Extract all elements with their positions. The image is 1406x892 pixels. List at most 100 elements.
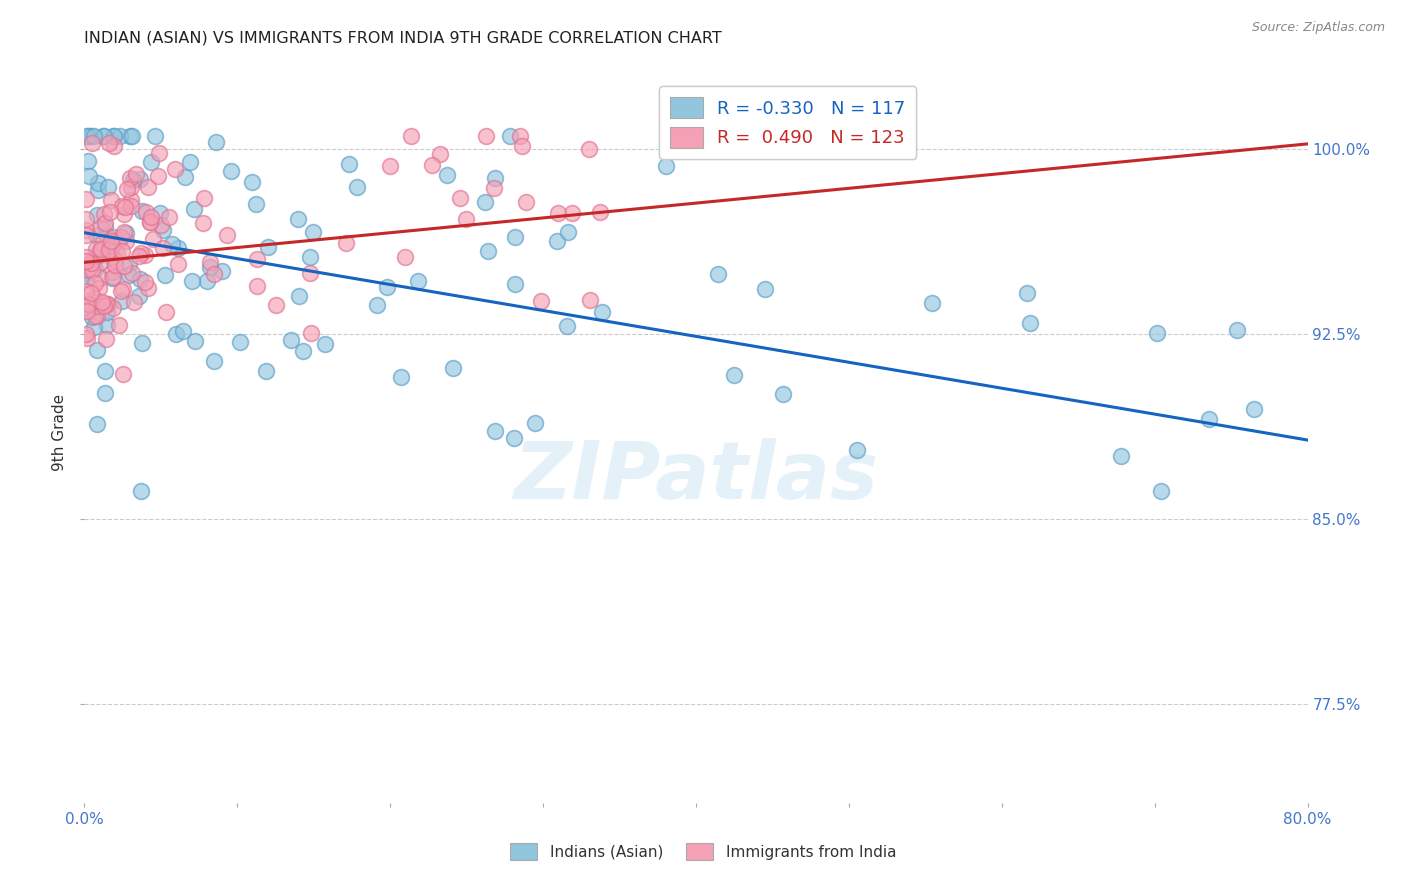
Point	[75, 228, 97, 243]
Point	[136, 179, 159, 194]
Point	[153, 268, 176, 283]
Point	[298, 250, 321, 264]
Point	[254, 364, 277, 378]
Point	[77, 262, 100, 277]
Point	[90, 255, 112, 269]
Point	[76, 266, 98, 280]
Point	[83, 252, 105, 266]
Point	[96, 318, 118, 332]
Point	[76, 331, 98, 345]
Point	[1017, 286, 1039, 301]
Point	[79, 255, 101, 269]
Point	[101, 239, 124, 253]
Point	[96, 228, 118, 243]
Point	[139, 215, 162, 229]
Point	[149, 206, 172, 220]
Point	[510, 138, 533, 153]
Point	[375, 280, 398, 294]
Point	[499, 129, 522, 144]
Point	[87, 244, 110, 258]
Point	[93, 299, 115, 313]
Point	[90, 242, 112, 256]
Point	[112, 259, 135, 273]
Point	[75, 300, 97, 314]
Point	[110, 285, 132, 299]
Point	[111, 199, 134, 213]
Point	[366, 298, 388, 312]
Point	[77, 129, 100, 144]
Point	[107, 318, 129, 332]
Point	[97, 297, 120, 311]
Point	[114, 200, 136, 214]
Point	[117, 258, 139, 272]
Point	[148, 146, 170, 161]
Point	[118, 170, 141, 185]
Point	[280, 334, 302, 348]
Point	[142, 232, 165, 246]
Point	[83, 291, 105, 305]
Point	[174, 170, 197, 185]
Point	[515, 194, 537, 209]
Point	[314, 337, 336, 351]
Point	[118, 129, 141, 144]
Point	[93, 129, 115, 144]
Point	[112, 225, 135, 239]
Point	[172, 324, 194, 338]
Point	[114, 207, 136, 221]
Point	[301, 225, 323, 239]
Point	[75, 263, 97, 277]
Point	[449, 191, 471, 205]
Point	[115, 182, 138, 196]
Point	[845, 443, 868, 458]
Point	[394, 250, 416, 264]
Point	[75, 284, 97, 298]
Point	[134, 248, 156, 262]
Point	[80, 263, 103, 277]
Point	[120, 199, 142, 213]
Point	[546, 234, 568, 248]
Point	[245, 196, 267, 211]
Point	[101, 271, 124, 285]
Text: ZIPatlas: ZIPatlas	[513, 438, 879, 516]
Point	[115, 226, 138, 240]
Point	[179, 155, 201, 169]
Point	[75, 223, 97, 237]
Point	[1109, 450, 1132, 464]
Point	[120, 180, 142, 194]
Point	[129, 271, 152, 285]
Point	[193, 191, 215, 205]
Point	[105, 247, 128, 261]
Point	[155, 305, 177, 319]
Point	[129, 245, 152, 260]
Point	[90, 219, 112, 234]
Point	[523, 416, 546, 430]
Point	[93, 364, 115, 378]
Point	[91, 235, 114, 250]
Point	[475, 129, 498, 144]
Point	[97, 180, 120, 194]
Point	[96, 332, 118, 346]
Point	[100, 264, 122, 278]
Point	[299, 326, 322, 341]
Point	[94, 216, 117, 230]
Point	[484, 171, 506, 186]
Point	[121, 173, 143, 187]
Point	[298, 266, 321, 280]
Point	[82, 310, 104, 324]
Point	[75, 192, 97, 206]
Point	[124, 167, 146, 181]
Point	[555, 319, 578, 334]
Point	[139, 211, 162, 225]
Point	[139, 155, 162, 169]
Point	[484, 424, 506, 438]
Point	[181, 275, 204, 289]
Point	[128, 289, 150, 303]
Point	[157, 210, 180, 224]
Point	[530, 294, 553, 309]
Point	[509, 129, 531, 144]
Text: INDIAN (ASIAN) VS IMMIGRANTS FROM INDIA 9TH GRADE CORRELATION CHART: INDIAN (ASIAN) VS IMMIGRANTS FROM INDIA …	[84, 31, 723, 46]
Point	[86, 309, 108, 323]
Point	[406, 273, 429, 287]
Point	[152, 223, 174, 237]
Point	[89, 281, 111, 295]
